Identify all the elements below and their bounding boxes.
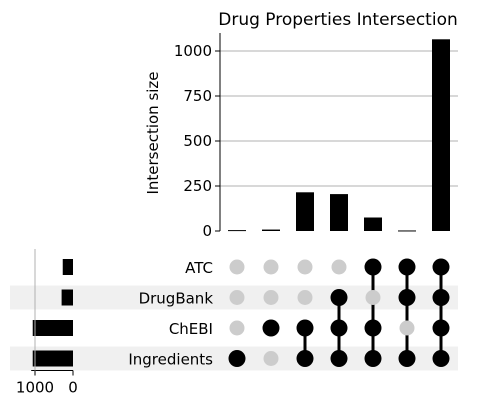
set-size-bar bbox=[62, 259, 73, 275]
membership-dot-inactive bbox=[297, 290, 313, 305]
intersection-bars bbox=[228, 39, 450, 232]
membership-dot-inactive bbox=[229, 320, 245, 336]
set-label: Ingredients bbox=[128, 351, 213, 369]
membership-dot-inactive bbox=[399, 320, 415, 336]
y-axis-label: Intersection size bbox=[144, 71, 162, 194]
membership-dot-active bbox=[432, 258, 450, 276]
membership-dot-active bbox=[364, 319, 382, 337]
membership-dot-active bbox=[364, 350, 382, 367]
gridlines bbox=[220, 50, 458, 187]
membership-dot-active bbox=[228, 350, 246, 367]
membership-dot-inactive bbox=[263, 290, 279, 305]
y-tick-label: 0 bbox=[202, 222, 212, 240]
membership-dot-active bbox=[398, 258, 416, 276]
membership-dot-active bbox=[296, 319, 314, 337]
membership-dot-active bbox=[364, 258, 382, 276]
membership-dot-active bbox=[432, 289, 450, 306]
membership-dot-inactive bbox=[263, 351, 279, 366]
set-size-bar bbox=[32, 350, 73, 367]
membership-matrix bbox=[228, 258, 450, 367]
y-tick-label: 250 bbox=[183, 177, 212, 195]
membership-dot-active bbox=[432, 319, 450, 337]
membership-dot-active bbox=[398, 289, 416, 306]
set-label: DrugBank bbox=[139, 290, 214, 308]
membership-dot-inactive bbox=[331, 259, 347, 275]
y-axis: 0 250 500 750 1000 bbox=[174, 33, 221, 240]
chart-title: Drug Properties Intersection bbox=[218, 10, 458, 30]
intersection-bar bbox=[296, 192, 314, 231]
intersection-bar bbox=[364, 217, 382, 231]
set-labels: ATC DrugBank ChEBI Ingredients bbox=[128, 259, 213, 369]
intersection-bar bbox=[432, 39, 450, 231]
membership-dot-inactive bbox=[263, 259, 279, 275]
membership-dot-inactive bbox=[365, 290, 381, 305]
membership-dot-inactive bbox=[229, 259, 245, 275]
y-tick-label: 750 bbox=[183, 87, 212, 105]
intersection-bar bbox=[398, 230, 416, 232]
set-size-bar bbox=[61, 289, 73, 306]
intersection-bar bbox=[330, 194, 348, 231]
membership-dot-active bbox=[330, 319, 348, 337]
set-label: ChEBI bbox=[169, 320, 213, 338]
set-size-tick-label: 0 bbox=[68, 379, 78, 397]
intersection-bar bbox=[262, 229, 280, 231]
set-label: ATC bbox=[185, 259, 213, 277]
membership-dot-active bbox=[296, 350, 314, 367]
membership-dot-active bbox=[330, 350, 348, 367]
membership-dot-active bbox=[262, 319, 280, 337]
intersection-bar bbox=[228, 230, 246, 232]
set-size-bars: 1000 0 bbox=[16, 249, 78, 397]
y-tick-label: 500 bbox=[183, 132, 212, 150]
membership-dot-active bbox=[398, 350, 416, 367]
set-size-tick-label: 1000 bbox=[16, 379, 54, 397]
set-size-bar bbox=[32, 320, 73, 336]
y-tick-label: 1000 bbox=[174, 42, 212, 60]
membership-dot-active bbox=[432, 350, 450, 367]
membership-dot-inactive bbox=[297, 259, 313, 275]
membership-dot-inactive bbox=[229, 290, 245, 305]
membership-dot-active bbox=[330, 289, 348, 306]
